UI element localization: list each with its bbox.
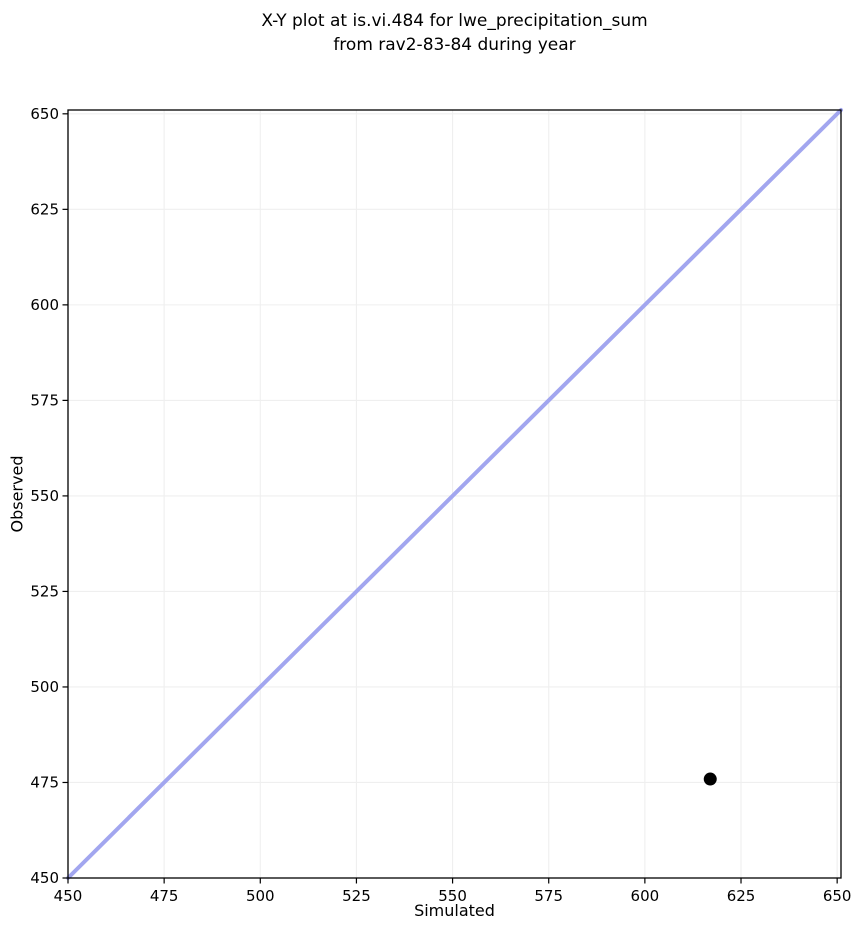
x-tick-label: 475	[150, 887, 179, 905]
x-tick-label: 625	[727, 887, 756, 905]
y-tick-label: 525	[30, 582, 59, 600]
x-tick-label: 550	[438, 887, 467, 905]
y-tick-label: 575	[30, 391, 59, 409]
y-tick-label: 600	[30, 296, 59, 314]
y-tick-label: 550	[30, 487, 59, 505]
x-tick-label: 650	[823, 887, 852, 905]
x-tick-label: 450	[54, 887, 83, 905]
x-tick-label: 525	[342, 887, 371, 905]
y-tick-label: 650	[30, 105, 59, 123]
x-axis-label: Simulated	[414, 901, 495, 920]
x-tick-label: 500	[246, 887, 275, 905]
y-tick-label: 450	[30, 869, 59, 887]
y-tick-label: 475	[30, 773, 59, 791]
plot-border	[67, 109, 842, 879]
data-point	[703, 772, 717, 786]
identity-line	[66, 108, 843, 880]
y-tick-label: 500	[30, 678, 59, 696]
x-tick-label: 600	[631, 887, 660, 905]
y-tick-label: 625	[30, 200, 59, 218]
x-tick-label: 575	[534, 887, 563, 905]
chart-title: X-Y plot at is.vi.484 for lwe_precipitat…	[261, 11, 648, 55]
y-axis-label: Observed	[7, 455, 27, 533]
